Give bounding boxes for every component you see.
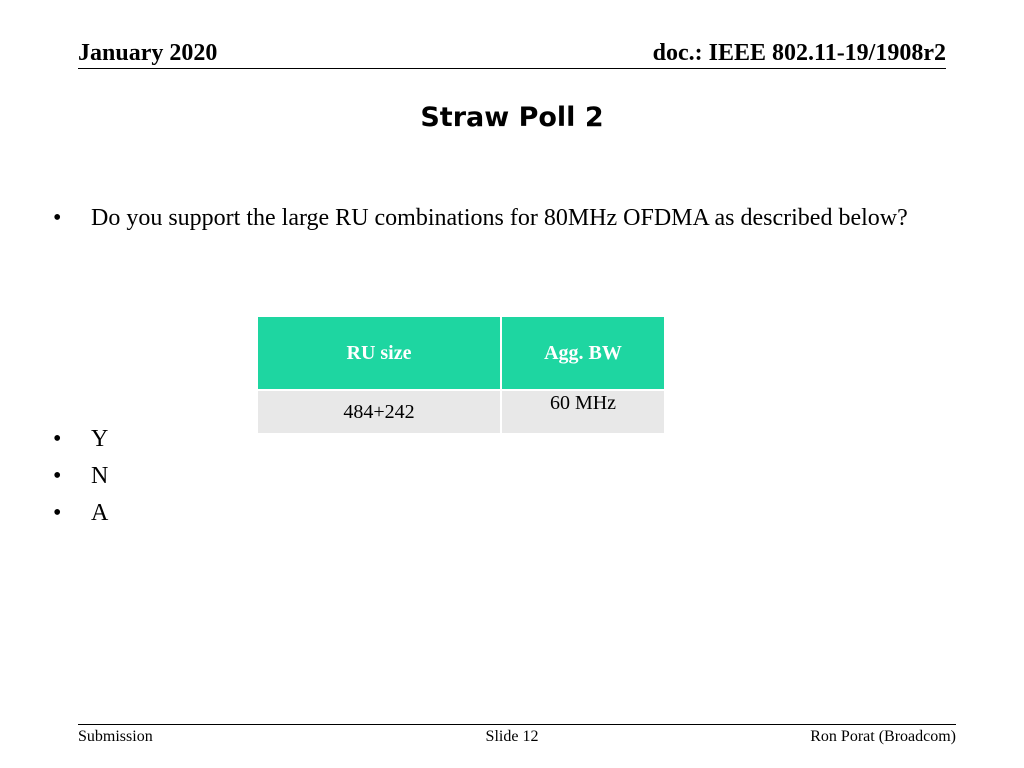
table-header: RU size: [256, 315, 502, 391]
option-text: A: [91, 500, 109, 526]
table: RU size Agg. BW 484+242 60 MHz: [256, 315, 666, 435]
question-text: Do you support the large RU combinations…: [91, 205, 908, 231]
header-rule: [78, 68, 946, 69]
footer-right: Ron Porat (Broadcom): [810, 728, 956, 745]
option: • Y: [53, 426, 109, 452]
table-cell: 484+242: [256, 389, 502, 435]
question: • Do you support the large RU combination…: [53, 205, 908, 231]
header-date: January 2020: [78, 40, 218, 66]
table-cell: 60 MHz: [500, 389, 666, 435]
option-text: Y: [91, 426, 109, 452]
option-text: N: [91, 463, 109, 489]
slide-title: Straw Poll 2: [420, 102, 604, 133]
footer-rule: [78, 724, 956, 725]
footer-left: Submission: [78, 728, 153, 745]
header-doc: doc.: IEEE 802.11-19/1908r2: [652, 40, 946, 66]
table-header: Agg. BW: [500, 315, 666, 391]
footer-center: Slide 12: [485, 728, 539, 745]
option: • N: [53, 463, 109, 489]
option: • A: [53, 500, 109, 526]
